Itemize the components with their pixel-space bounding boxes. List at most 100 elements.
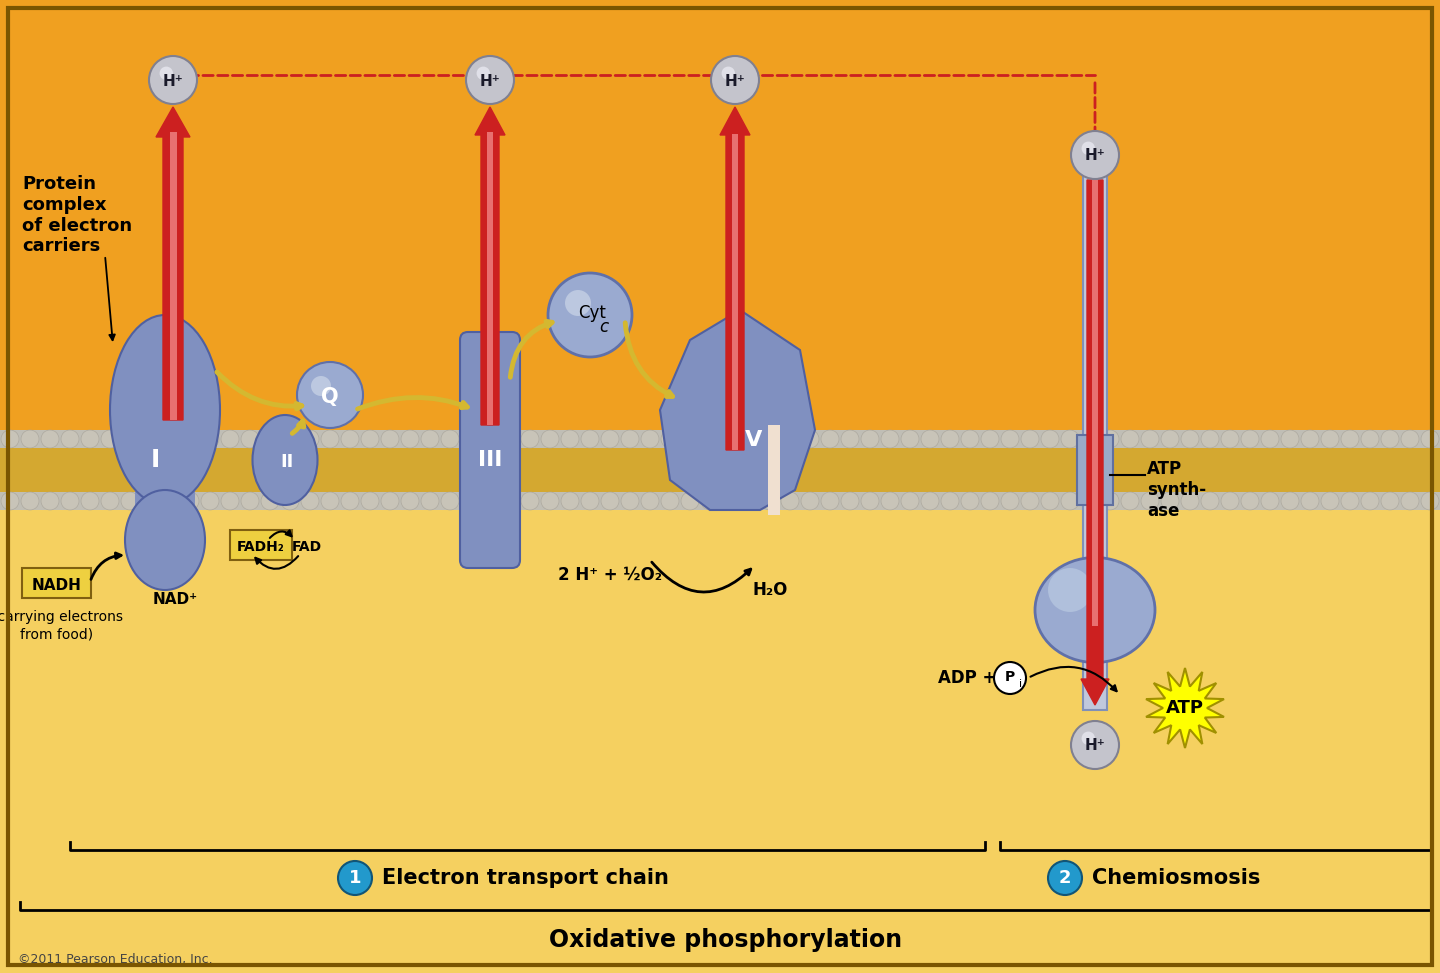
Text: i: i — [1020, 679, 1022, 689]
Circle shape — [1381, 492, 1400, 510]
Circle shape — [461, 492, 480, 510]
Circle shape — [1140, 492, 1159, 510]
Circle shape — [382, 492, 399, 510]
Circle shape — [1282, 430, 1299, 448]
Text: H⁺: H⁺ — [724, 74, 746, 89]
Circle shape — [801, 492, 819, 510]
Text: Chemiosmosis: Chemiosmosis — [1092, 868, 1260, 888]
Text: (carrying electrons: (carrying electrons — [0, 610, 122, 624]
Text: III: III — [478, 450, 503, 470]
Circle shape — [22, 492, 39, 510]
Circle shape — [841, 430, 860, 448]
Circle shape — [382, 430, 399, 448]
Circle shape — [960, 492, 979, 510]
Circle shape — [321, 430, 338, 448]
Circle shape — [1282, 492, 1299, 510]
Circle shape — [541, 430, 559, 448]
Circle shape — [101, 492, 120, 510]
Circle shape — [1320, 492, 1339, 510]
Circle shape — [301, 492, 320, 510]
FancyBboxPatch shape — [22, 568, 91, 598]
Circle shape — [1401, 430, 1418, 448]
Circle shape — [1001, 430, 1020, 448]
Circle shape — [621, 430, 639, 448]
Circle shape — [541, 492, 559, 510]
Circle shape — [1071, 131, 1119, 179]
Circle shape — [240, 430, 259, 448]
Circle shape — [1120, 492, 1139, 510]
Circle shape — [297, 362, 363, 428]
Text: 2: 2 — [1058, 869, 1071, 887]
Circle shape — [400, 430, 419, 448]
Circle shape — [742, 430, 759, 448]
Circle shape — [1102, 430, 1119, 448]
Text: 1: 1 — [348, 869, 361, 887]
Circle shape — [1341, 430, 1359, 448]
Circle shape — [1320, 430, 1339, 448]
Circle shape — [441, 492, 459, 510]
Circle shape — [1120, 430, 1139, 448]
Ellipse shape — [1035, 558, 1155, 663]
Circle shape — [481, 430, 500, 448]
FancyArrow shape — [170, 132, 177, 420]
FancyArrow shape — [1092, 180, 1097, 627]
Circle shape — [281, 492, 300, 510]
Text: H⁺: H⁺ — [1084, 149, 1106, 163]
Circle shape — [681, 430, 698, 448]
Circle shape — [641, 430, 660, 448]
Circle shape — [467, 56, 514, 104]
Circle shape — [711, 56, 759, 104]
Text: from food): from food) — [20, 628, 94, 642]
Circle shape — [1401, 492, 1418, 510]
Circle shape — [420, 492, 439, 510]
Circle shape — [1381, 430, 1400, 448]
Text: Q: Q — [321, 387, 338, 407]
Circle shape — [202, 430, 219, 448]
Circle shape — [1221, 492, 1238, 510]
Circle shape — [780, 492, 799, 510]
Circle shape — [661, 430, 680, 448]
Text: NAD⁺: NAD⁺ — [153, 593, 197, 607]
Ellipse shape — [252, 415, 317, 505]
Circle shape — [661, 492, 680, 510]
Polygon shape — [660, 310, 815, 510]
Circle shape — [141, 430, 158, 448]
Text: ©2011 Pearson Education, Inc.: ©2011 Pearson Education, Inc. — [17, 954, 213, 966]
Bar — [0, 0, 1440, 470]
Circle shape — [701, 492, 719, 510]
Circle shape — [1041, 492, 1058, 510]
Circle shape — [881, 430, 899, 448]
Circle shape — [562, 430, 579, 448]
Circle shape — [338, 861, 372, 895]
Circle shape — [760, 430, 779, 448]
Circle shape — [1341, 492, 1359, 510]
Circle shape — [311, 376, 331, 396]
Ellipse shape — [125, 490, 204, 590]
Circle shape — [1421, 492, 1439, 510]
Text: IV: IV — [737, 430, 763, 450]
Circle shape — [580, 430, 599, 448]
Circle shape — [600, 492, 619, 510]
Circle shape — [220, 492, 239, 510]
Text: FAD: FAD — [292, 540, 323, 554]
Circle shape — [1061, 492, 1079, 510]
Circle shape — [341, 492, 359, 510]
Circle shape — [60, 430, 79, 448]
FancyBboxPatch shape — [230, 530, 292, 560]
Circle shape — [922, 492, 939, 510]
Circle shape — [681, 492, 698, 510]
Circle shape — [101, 430, 120, 448]
Circle shape — [261, 430, 279, 448]
Circle shape — [521, 430, 539, 448]
Text: Oxidative phosphorylation: Oxidative phosphorylation — [550, 928, 903, 952]
Circle shape — [621, 492, 639, 510]
Circle shape — [549, 273, 632, 357]
Circle shape — [960, 430, 979, 448]
Circle shape — [564, 290, 590, 316]
Circle shape — [420, 430, 439, 448]
Circle shape — [1161, 492, 1179, 510]
Circle shape — [1421, 430, 1439, 448]
Circle shape — [861, 430, 878, 448]
Circle shape — [477, 66, 490, 80]
Circle shape — [994, 662, 1025, 694]
